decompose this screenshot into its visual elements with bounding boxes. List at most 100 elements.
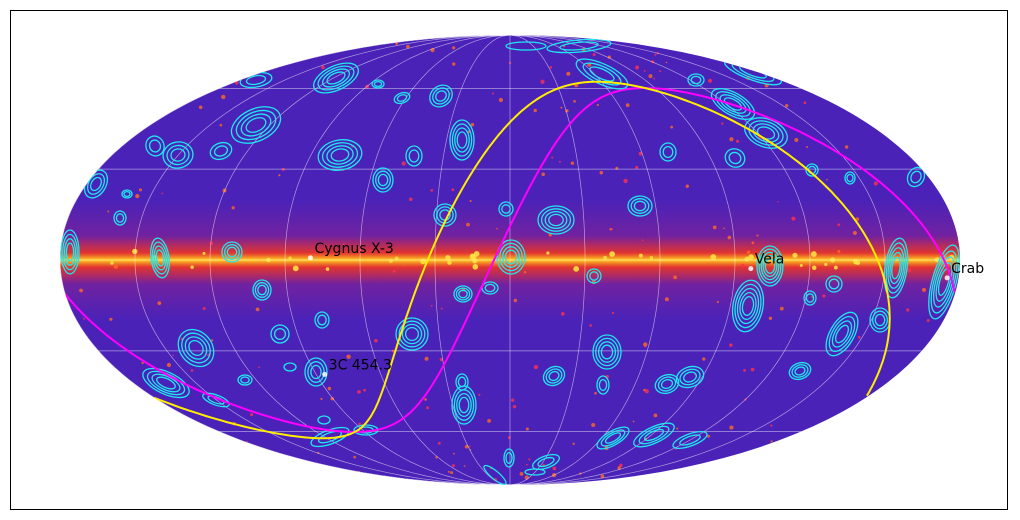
point-source bbox=[873, 181, 878, 186]
plane-source bbox=[833, 265, 838, 270]
contour-cluster bbox=[150, 237, 170, 279]
contour-cluster bbox=[72, 350, 100, 370]
point-source bbox=[806, 146, 809, 149]
contour-line bbox=[752, 123, 780, 143]
contour-line bbox=[504, 249, 518, 265]
contour-line bbox=[724, 148, 746, 168]
point-source bbox=[250, 412, 254, 417]
contour-line bbox=[321, 68, 351, 88]
contour-line bbox=[433, 203, 457, 227]
plane-source bbox=[603, 255, 608, 260]
point-source bbox=[922, 287, 927, 292]
contour-cluster bbox=[627, 195, 653, 217]
point-source bbox=[648, 74, 653, 79]
contour-line bbox=[408, 149, 420, 163]
point-source bbox=[746, 250, 751, 254]
contour-cluster bbox=[177, 328, 215, 368]
point-source bbox=[211, 339, 214, 342]
contour-line bbox=[825, 311, 859, 357]
point-source bbox=[258, 366, 260, 369]
contour-line bbox=[202, 392, 230, 408]
contour-cluster bbox=[592, 334, 622, 370]
point-source bbox=[635, 65, 640, 70]
contour-line bbox=[595, 337, 619, 367]
contour-line bbox=[683, 371, 697, 383]
contour-cluster bbox=[372, 167, 394, 193]
point-source bbox=[440, 307, 443, 310]
contour-line bbox=[395, 317, 429, 351]
point-source bbox=[219, 123, 223, 127]
contour-cluster bbox=[633, 422, 675, 448]
point-source bbox=[643, 342, 648, 347]
contour-cluster bbox=[221, 241, 243, 263]
point-source bbox=[707, 434, 711, 438]
contour-line bbox=[690, 75, 702, 85]
contour-line bbox=[935, 262, 953, 302]
contour-line bbox=[224, 244, 240, 260]
point-source bbox=[623, 178, 628, 184]
plane-source bbox=[292, 265, 299, 272]
magenta-curve bbox=[65, 87, 956, 433]
contour-line bbox=[828, 278, 840, 290]
contour-line bbox=[589, 66, 615, 82]
contour-line bbox=[846, 173, 854, 183]
point-source bbox=[594, 391, 597, 395]
plane-source bbox=[792, 252, 798, 258]
contour-line bbox=[741, 296, 755, 316]
point-source bbox=[526, 463, 528, 466]
contour-line bbox=[405, 145, 423, 167]
contour-line bbox=[633, 200, 647, 212]
contour-cluster bbox=[313, 62, 359, 94]
contour-line bbox=[734, 283, 762, 329]
point-source bbox=[450, 471, 454, 475]
point-source bbox=[611, 311, 615, 315]
contour-line bbox=[317, 65, 355, 91]
contour-line bbox=[156, 376, 176, 390]
contour-line bbox=[404, 326, 420, 342]
contour-line bbox=[803, 290, 817, 306]
contour-line bbox=[544, 210, 568, 230]
plane-source bbox=[810, 251, 817, 257]
contour-line bbox=[372, 167, 394, 193]
point-source bbox=[837, 249, 841, 253]
contour-line bbox=[548, 213, 564, 227]
contour-line bbox=[326, 145, 354, 165]
point-source bbox=[452, 46, 456, 50]
point-source bbox=[551, 156, 554, 159]
point-source bbox=[330, 397, 334, 401]
point-source bbox=[750, 367, 755, 372]
point-source bbox=[735, 139, 740, 143]
point-source bbox=[452, 464, 456, 468]
point-source bbox=[822, 294, 826, 298]
contour-line bbox=[828, 316, 856, 352]
source-marker bbox=[322, 371, 328, 377]
contour-line bbox=[317, 314, 327, 326]
point-source bbox=[513, 298, 518, 303]
point-source bbox=[321, 65, 325, 70]
contour-cluster bbox=[844, 171, 856, 185]
point-source bbox=[743, 369, 746, 372]
point-source bbox=[157, 301, 162, 306]
contour-line bbox=[65, 242, 75, 262]
point-source bbox=[79, 288, 83, 293]
contour-line bbox=[672, 431, 708, 449]
plane-source bbox=[546, 251, 550, 255]
contour-cluster bbox=[687, 73, 705, 87]
point-source bbox=[673, 275, 678, 280]
plane-source bbox=[649, 256, 654, 260]
point-source bbox=[469, 199, 472, 203]
point-source bbox=[172, 354, 174, 357]
contour-line bbox=[788, 361, 812, 381]
point-source bbox=[803, 101, 807, 105]
plane-source bbox=[855, 260, 861, 266]
contour-line bbox=[270, 324, 290, 344]
contour-line bbox=[889, 251, 903, 285]
contour-line bbox=[153, 245, 167, 271]
contour-line bbox=[326, 71, 346, 85]
contour-line bbox=[456, 392, 472, 418]
point-source bbox=[401, 161, 406, 166]
contour-line bbox=[589, 271, 599, 281]
contour-line bbox=[633, 422, 675, 448]
contour-line bbox=[736, 287, 760, 325]
